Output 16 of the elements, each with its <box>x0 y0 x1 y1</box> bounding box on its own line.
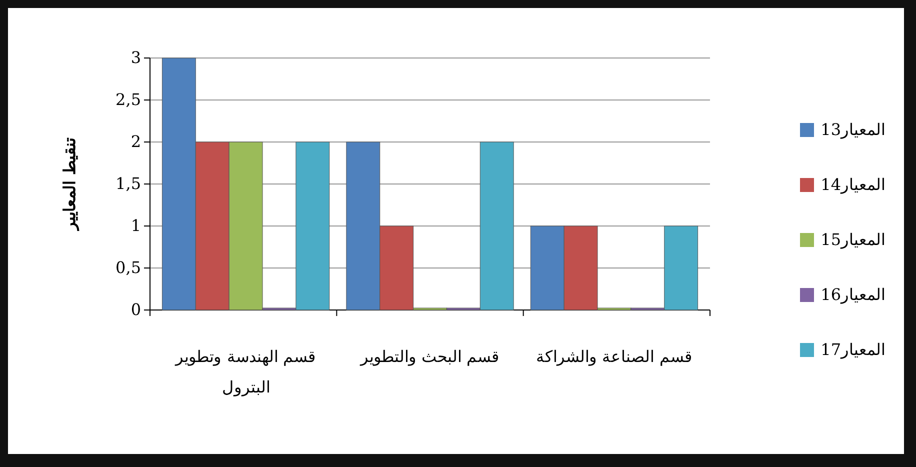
y-tick-label: 2,5 <box>116 90 141 110</box>
y-axis-title: تنقيط المعايير <box>60 137 80 231</box>
y-tick-label: 0,5 <box>116 258 141 278</box>
x-tick-label: قسم الصناعة والشراكة <box>536 347 692 366</box>
y-tick-label: 2 <box>130 132 141 152</box>
x-tick-label: قسم الهندسة وتطوير البترول <box>174 347 316 396</box>
x-tick-label: قسم البحث والتطوير <box>359 347 500 366</box>
legend-label: المعيار15 <box>820 230 885 249</box>
y-tick-label: 1,5 <box>116 174 141 194</box>
y-tick-label: 3 <box>130 48 141 68</box>
legend-label: المعيار17 <box>820 340 885 359</box>
legend-label: المعيار13 <box>820 120 885 139</box>
legend-label: المعيار16 <box>820 285 885 304</box>
y-tick-label: 1 <box>130 216 141 236</box>
legend-label: المعيار14 <box>820 175 885 194</box>
y-tick-label: 0 <box>130 300 141 320</box>
